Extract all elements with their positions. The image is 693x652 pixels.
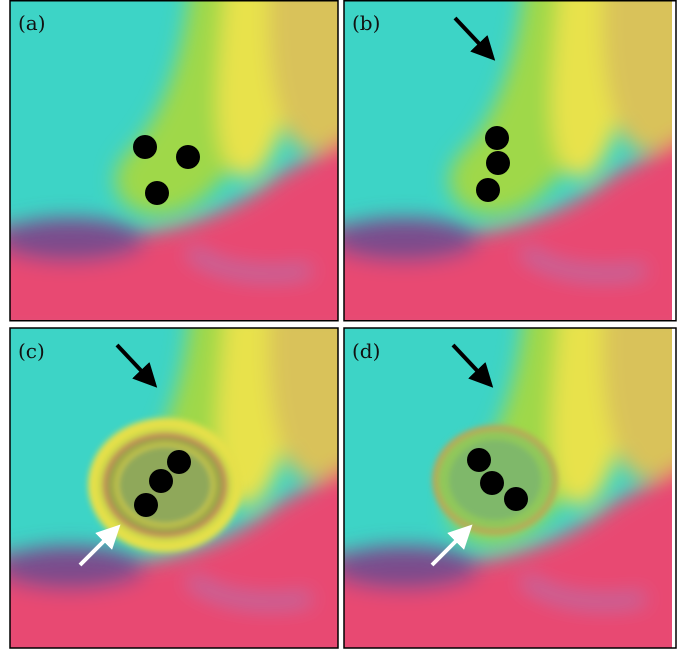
- panel-label: (c): [18, 339, 45, 363]
- panel-image: [324, 0, 693, 340]
- panel-label: (a): [18, 11, 46, 35]
- panel-label: (d): [352, 339, 380, 363]
- panel-image: [0, 0, 360, 340]
- panel-label: (b): [352, 11, 380, 35]
- figure: (a) (b) (c) (d): [0, 0, 693, 652]
